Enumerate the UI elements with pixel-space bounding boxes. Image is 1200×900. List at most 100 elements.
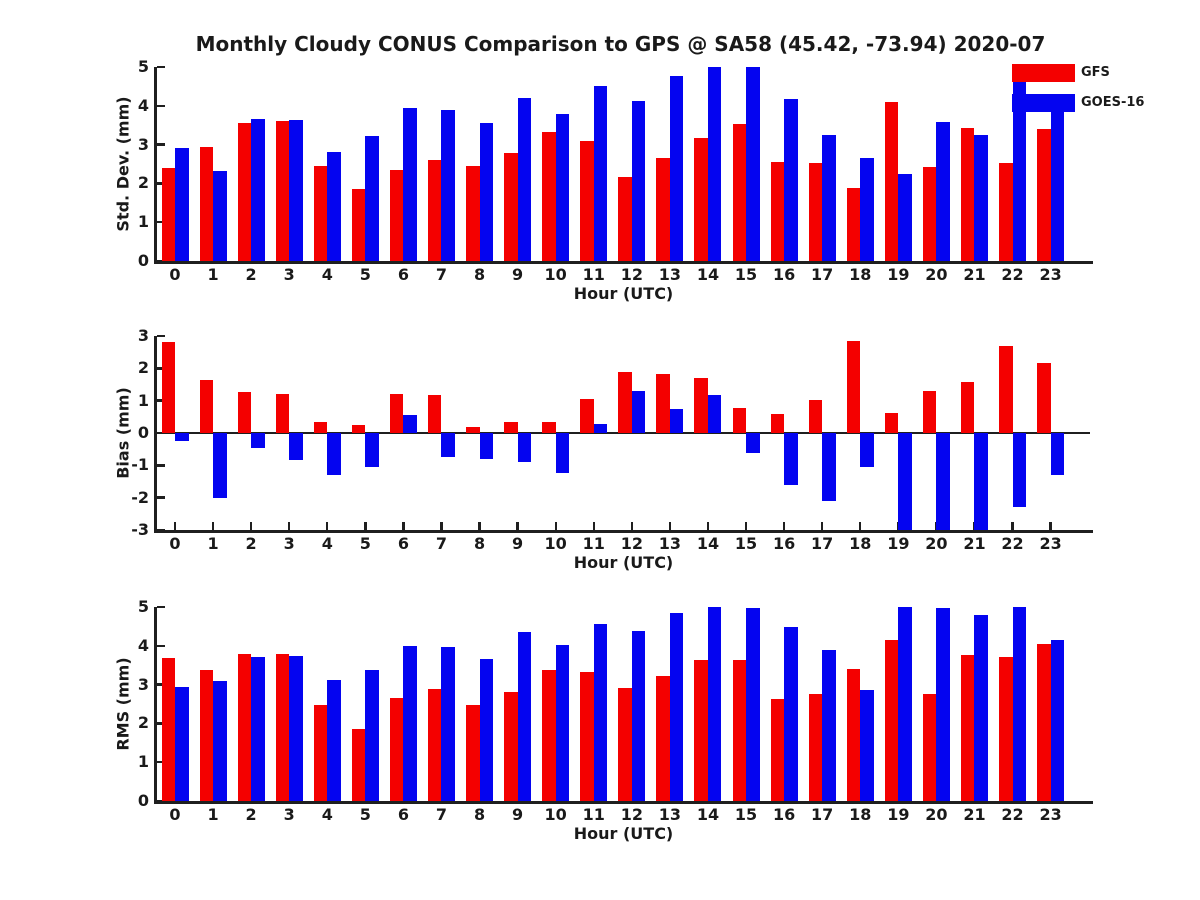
bar-goes16-h9 xyxy=(517,98,532,261)
x-tick-label: 16 xyxy=(772,534,796,553)
x-tick-label: 9 xyxy=(512,534,524,553)
bar-gfs-h4 xyxy=(313,165,328,261)
y-tick-label: 0 xyxy=(137,423,149,442)
bar-gfs-h21 xyxy=(960,654,975,801)
bar-gfs-h17 xyxy=(808,163,823,261)
x-tick-label: 3 xyxy=(283,534,295,553)
bar-goes16-h1 xyxy=(213,681,227,801)
bar-goes16-h11 xyxy=(593,624,608,801)
bar-goes16-h0 xyxy=(175,433,189,442)
y-tick-label: 4 xyxy=(137,635,149,655)
chart-title: Monthly Cloudy CONUS Comparison to GPS @… xyxy=(195,32,1046,56)
bar-goes16-h12 xyxy=(631,390,646,433)
bar-goes16-h20 xyxy=(936,607,950,801)
y-tick-label: 2 xyxy=(137,358,149,378)
y-axis-spine xyxy=(154,67,157,261)
bar-gfs-h19 xyxy=(884,639,899,801)
bar-gfs-h6 xyxy=(389,698,404,801)
bar-gfs-h23 xyxy=(1037,643,1051,801)
bar-gfs-h9 xyxy=(504,153,518,261)
x-tick-label: 23 xyxy=(1039,534,1062,553)
goes16-color-swatch xyxy=(1012,94,1075,112)
x-tick-label: 21 xyxy=(963,265,986,284)
x-tick-label: 16 xyxy=(772,265,796,284)
bar-goes16-h9 xyxy=(517,433,532,463)
bar-gfs-h13 xyxy=(656,676,670,801)
bar-goes16-h3 xyxy=(289,120,303,261)
bar-goes16-h11 xyxy=(593,423,608,433)
bar-goes16-h10 xyxy=(555,644,570,801)
bar-goes16-h18 xyxy=(860,689,874,801)
x-axis-spine xyxy=(154,801,1093,804)
bar-gfs-h23 xyxy=(1037,362,1051,433)
y-axis-spine xyxy=(154,607,157,801)
x-tick-label: 5 xyxy=(359,265,371,284)
bar-goes16-h22 xyxy=(1012,433,1027,508)
bar-goes16-h4 xyxy=(327,151,341,261)
x-tick-label: 11 xyxy=(582,534,605,553)
bar-goes16-h6 xyxy=(403,645,417,801)
bar-gfs-h13 xyxy=(656,158,670,261)
bar-goes16-h16 xyxy=(784,99,798,261)
bar-goes16-h16 xyxy=(784,433,798,485)
x-tick-label: 4 xyxy=(321,805,333,824)
bar-gfs-h5 xyxy=(351,189,366,261)
y-tick xyxy=(157,683,165,686)
bar-gfs-h20 xyxy=(922,390,937,433)
bar-goes16-h2 xyxy=(251,118,265,261)
x-tick-label: 23 xyxy=(1039,805,1062,824)
bar-gfs-h5 xyxy=(351,424,366,433)
bar-gfs-h15 xyxy=(732,407,747,433)
bar-gfs-h13 xyxy=(656,374,670,433)
x-tick-label: 4 xyxy=(321,534,333,553)
bar-goes16-h1 xyxy=(213,433,227,498)
bar-goes16-h18 xyxy=(860,157,874,261)
y-tick-label: 3 xyxy=(137,134,149,154)
x-tick-label: 8 xyxy=(473,805,486,824)
x-tick-label: 2 xyxy=(245,534,257,553)
x-tick-label: 17 xyxy=(811,265,834,284)
bar-goes16-h14 xyxy=(707,67,722,261)
y-tick xyxy=(157,221,165,224)
y-tick xyxy=(157,65,165,69)
x-tick-label: 14 xyxy=(696,534,720,553)
x-tick-label: 22 xyxy=(1001,265,1024,284)
y-tick xyxy=(157,182,165,185)
bar-goes16-h17 xyxy=(822,649,836,801)
x-tick xyxy=(402,522,405,530)
x-tick-label: 23 xyxy=(1039,265,1062,284)
bar-goes16-h23 xyxy=(1050,639,1065,801)
bar-gfs-h17 xyxy=(808,694,823,801)
x-tick-label: 20 xyxy=(925,534,948,553)
bar-goes16-h1 xyxy=(213,170,227,261)
bar-gfs-h21 xyxy=(960,127,975,261)
x-tick-label: 18 xyxy=(849,534,872,553)
bar-gfs-h3 xyxy=(275,653,290,801)
bar-gfs-h8 xyxy=(466,704,480,801)
x-tick-label: 10 xyxy=(544,265,567,284)
x-tick-label: 20 xyxy=(925,265,948,284)
bar-goes16-h16 xyxy=(784,627,798,801)
x-tick-label: 19 xyxy=(887,805,910,824)
bar-gfs-h2 xyxy=(237,391,252,433)
x-tick-label: 6 xyxy=(397,534,409,553)
bar-goes16-h2 xyxy=(251,657,265,801)
bar-goes16-h7 xyxy=(441,433,455,458)
bar-gfs-h8 xyxy=(466,426,480,433)
bar-goes16-h2 xyxy=(251,433,265,448)
bar-gfs-h21 xyxy=(960,381,975,433)
bar-gfs-h12 xyxy=(618,688,632,801)
x-tick xyxy=(326,522,329,530)
x-tick-label: 17 xyxy=(811,534,834,553)
bar-gfs-h20 xyxy=(922,693,937,801)
bar-goes16-h10 xyxy=(555,113,570,261)
y-tick-label: 1 xyxy=(137,752,149,772)
x-tick xyxy=(706,522,710,530)
x-tick-label: 11 xyxy=(582,265,605,284)
x-tick xyxy=(897,522,900,530)
bar-gfs-h15 xyxy=(732,124,747,261)
y-tick xyxy=(157,367,165,370)
y-tick-label: 3 xyxy=(137,674,149,694)
bar-goes16-h19 xyxy=(898,433,912,530)
